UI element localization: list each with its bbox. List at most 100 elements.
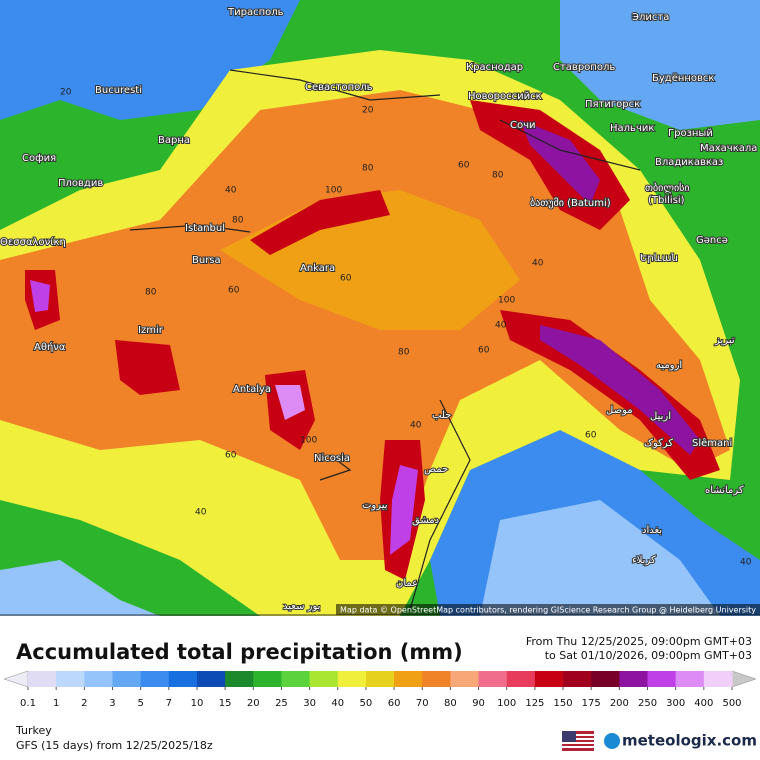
city-label: Сочи [510, 120, 536, 131]
city-label: Slêmani [692, 437, 732, 449]
legend-tick-label: 300 [666, 698, 685, 709]
city-label: Будённовск [652, 73, 714, 84]
contour-label: 60 [478, 346, 490, 356]
legend-tick-label: 60 [388, 698, 401, 709]
city-label: Владикавказ [655, 157, 723, 168]
contour-label: 80 [145, 288, 157, 298]
legend-swatch [450, 671, 480, 687]
legend-tick-label: 500 [722, 698, 741, 709]
city-label: تبریز [714, 335, 735, 346]
contour-label: 60 [225, 451, 237, 461]
legend-tick-label: 90 [472, 698, 485, 709]
city-label: Երևան [640, 253, 678, 264]
legend-swatch [337, 671, 367, 687]
city-label: (Tbilisi) [648, 195, 685, 206]
city-label: თბილისი [645, 182, 690, 194]
city-label: ارومیه [656, 360, 682, 371]
legend-swatch [112, 671, 142, 687]
city-label: София [22, 153, 56, 164]
city-label: کرکوک [644, 438, 673, 449]
legend-tick-label: 125 [525, 698, 544, 709]
precip-area [480, 500, 720, 616]
legend-over [731, 670, 757, 688]
legend-swatch [394, 671, 423, 687]
legend-tick-label: 100 [497, 698, 516, 709]
date-to: to Sat 01/10/2026, 09:00pm GMT+03 [545, 649, 752, 662]
city-label: Грозный [668, 128, 713, 139]
city-label: Ставрополь [553, 62, 615, 73]
legend-tick-label: 50 [360, 698, 373, 709]
legend-tick-label: 0.1 [20, 698, 36, 709]
coastline [129, 69, 641, 611]
city-label: Пловдив [58, 178, 103, 189]
legend-under [3, 670, 29, 688]
city-label: Nicosia [314, 453, 350, 464]
city-labels: Тирасполь Элиста Bucuresti Краснодар Ста… [0, 6, 758, 613]
precip-area [560, 0, 760, 130]
legend-tick-label: 25 [275, 698, 288, 709]
city-label: حمص [424, 464, 448, 475]
model-run: GFS (15 days) from 12/25/2025/18z [16, 739, 213, 752]
contour-label: 40 [195, 508, 207, 518]
legend-swatch [309, 671, 339, 687]
city-label: اربیل [650, 411, 671, 422]
contour-label: 60 [585, 431, 597, 441]
precip-area [30, 280, 50, 312]
city-label: بیروت [362, 500, 388, 511]
legend-tick-label: 20 [247, 698, 260, 709]
legend-tick-label: 5 [137, 698, 143, 709]
city-label: Тирасполь [227, 7, 284, 18]
legend-swatch [591, 671, 620, 687]
precip-area [115, 340, 180, 395]
city-label: Istanbul [185, 223, 225, 234]
flag [562, 731, 594, 751]
city-label: بغداد [642, 525, 662, 536]
city-label: Θεσσαλονίκη [0, 236, 66, 248]
contour-label: 40 [495, 321, 507, 331]
city-label: کربلاء [632, 555, 656, 566]
city-label: Пятигорск [585, 99, 640, 110]
contour-label: 20 [362, 106, 374, 116]
city-label: Bursa [192, 255, 221, 266]
contour-label: 40 [740, 558, 752, 568]
attribution-bg [336, 604, 760, 615]
legend-swatch [506, 671, 536, 687]
legend-tick-label: 2 [81, 698, 87, 709]
logo[interactable]: meteologix.com [622, 732, 757, 750]
contour-labels: 20 20 40 80 80 100 60 40 80 60 40 60 100… [60, 88, 752, 568]
logo-icon [604, 733, 620, 749]
legend-tick-label: 80 [444, 698, 457, 709]
precip-area [520, 120, 600, 205]
legend-tick-label: 30 [303, 698, 316, 709]
legend-swatch [168, 671, 198, 687]
city-label: عمان [396, 578, 418, 589]
contour-label: 100 [498, 296, 515, 306]
legend-swatch [253, 671, 282, 687]
legend-swatch [281, 671, 311, 687]
contour-label: 20 [60, 88, 72, 98]
legend-swatch [422, 671, 451, 687]
region: Turkey [15, 724, 52, 737]
city-label: Элиста [632, 12, 669, 23]
city-label: Севастополь [305, 82, 373, 93]
map [0, 0, 760, 616]
legend-swatch [563, 671, 592, 687]
city-label: بور سعيد [283, 601, 320, 612]
city-label: حلب [432, 410, 451, 421]
city-label: Αθήνα [34, 341, 66, 353]
legend-swatch [534, 671, 564, 687]
legend-swatch [28, 671, 57, 687]
city-label: دمشق [412, 515, 439, 526]
attribution: Map data © OpenStreetMap contributors, r… [340, 606, 756, 615]
city-label: Нальчик [610, 123, 654, 134]
city-label: Ankara [300, 263, 335, 274]
city-label: Izmir [138, 325, 164, 336]
legend-swatch [619, 671, 649, 687]
legend-tick-label: 10 [191, 698, 204, 709]
contour-label: 60 [340, 274, 352, 284]
legend-tick-label: 250 [638, 698, 657, 709]
city-label: Bucuresti [95, 85, 142, 96]
legend-tick-label: 175 [582, 698, 601, 709]
city-label: کرمانشاه [705, 485, 744, 496]
